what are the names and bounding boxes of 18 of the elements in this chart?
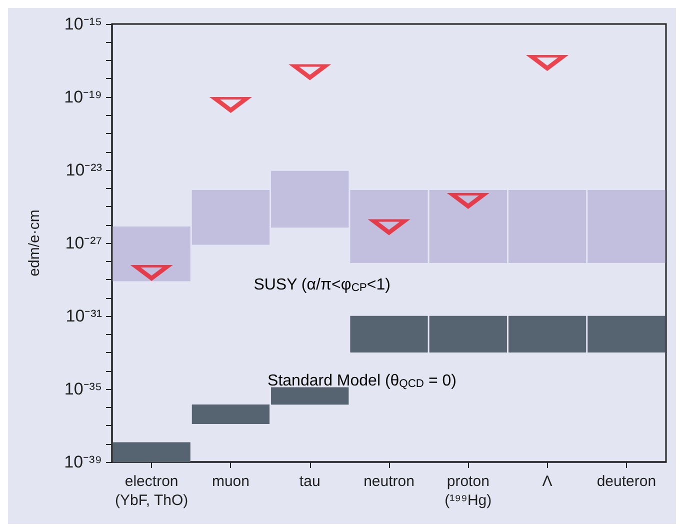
x-tick-label: tau (299, 473, 320, 490)
x-tick-label: electron (YbF, ThO) (115, 473, 188, 509)
y-tick-label: 10⁻²³ (66, 160, 102, 180)
bar (112, 442, 190, 462)
x-tick-label: neutron (364, 473, 414, 490)
y-tick-label: 10⁻³⁵ (64, 380, 102, 398)
y-tick-label: 10⁻¹⁹ (64, 88, 102, 106)
bar (271, 387, 349, 405)
y-tick-label: 10⁻³¹ (66, 306, 102, 326)
x-tick-label: deuteron (596, 473, 656, 490)
y-axis-title: edm/e·cm (26, 210, 43, 276)
x-tick-label: muon (212, 473, 250, 490)
y-tick-label: 10⁻¹⁵ (64, 14, 102, 34)
y-tick-label: 10⁻²⁷ (65, 234, 102, 252)
x-tick-label: Λ (542, 473, 552, 490)
y-tick-label: 10⁻³⁹ (64, 452, 102, 472)
x-tick-label: proton (¹⁹⁹Hg) (444, 473, 492, 509)
bar (192, 404, 270, 424)
